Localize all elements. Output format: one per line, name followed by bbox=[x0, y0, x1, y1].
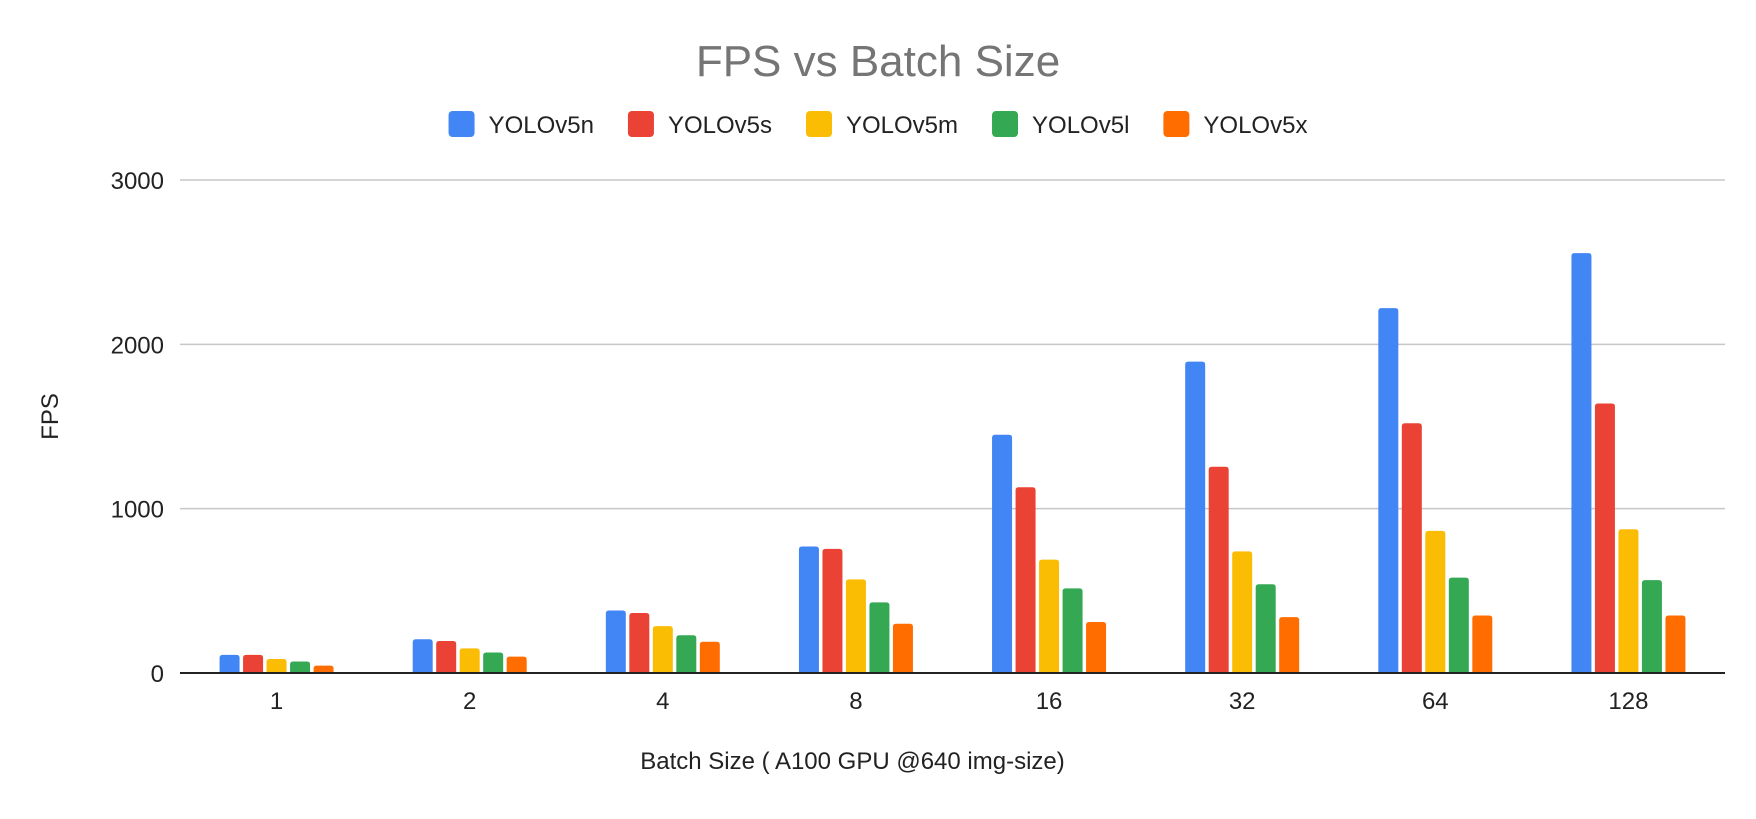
bars bbox=[219, 253, 1686, 673]
x-tick-label: 32 bbox=[1229, 688, 1256, 715]
bar-yolov5l-4 bbox=[676, 635, 697, 673]
x-tick-label: 16 bbox=[1036, 688, 1063, 715]
bar-yolov5n-64 bbox=[1378, 308, 1399, 673]
y-tick-label: 1000 bbox=[111, 497, 164, 524]
legend-item-yolov5l: YOLOv5l bbox=[992, 111, 1129, 139]
y-tick-label: 0 bbox=[151, 661, 164, 688]
bar-yolov5x-2 bbox=[506, 656, 527, 673]
bar-yolov5l-16 bbox=[1062, 588, 1083, 673]
bar-yolov5n-4 bbox=[605, 610, 626, 673]
bar-yolov5l-32 bbox=[1255, 584, 1276, 673]
x-tick-label: 1 bbox=[270, 688, 283, 715]
legend-item-yolov5n: YOLOv5n bbox=[448, 111, 594, 139]
bar-yolov5s-2 bbox=[436, 640, 457, 673]
bar-yolov5l-1 bbox=[290, 661, 311, 673]
bar-yolov5n-2 bbox=[412, 639, 433, 673]
x-axis-title: Batch Size ( A100 GPU @640 img-size) bbox=[640, 748, 1065, 775]
bar-yolov5l-8 bbox=[869, 602, 890, 673]
x-tick-label: 64 bbox=[1422, 688, 1449, 715]
bar-yolov5m-2 bbox=[459, 648, 480, 673]
legend-item-yolov5m: YOLOv5m bbox=[805, 111, 958, 139]
bar-yolov5s-64 bbox=[1401, 423, 1422, 673]
gridlines bbox=[180, 179, 1725, 510]
bar-yolov5s-32 bbox=[1208, 466, 1229, 673]
legend-swatch bbox=[1163, 111, 1190, 137]
legend-swatch bbox=[448, 111, 475, 137]
x-axis-ticks: 1 2 4 8 16 32 64 128 bbox=[270, 688, 1649, 715]
bar-yolov5l-2 bbox=[483, 652, 504, 673]
y-tick-label: 3000 bbox=[111, 168, 164, 195]
bar-yolov5x-1 bbox=[313, 665, 334, 673]
bar-yolov5m-128 bbox=[1618, 529, 1639, 673]
legend-item-yolov5x: YOLOv5x bbox=[1163, 111, 1307, 139]
bar-yolov5n-16 bbox=[992, 434, 1013, 673]
bar-yolov5m-64 bbox=[1425, 530, 1446, 673]
legend-swatch bbox=[805, 111, 832, 137]
bar-yolov5m-32 bbox=[1232, 551, 1253, 673]
bar-yolov5m-8 bbox=[845, 579, 866, 673]
bar-yolov5x-8 bbox=[892, 623, 913, 673]
bar-yolov5x-128 bbox=[1665, 615, 1686, 673]
legend-label: YOLOv5x bbox=[1203, 112, 1307, 139]
bar-yolov5l-64 bbox=[1448, 577, 1469, 673]
x-tick-label: 4 bbox=[656, 688, 669, 715]
bar-yolov5n-8 bbox=[798, 546, 819, 673]
bar-yolov5x-64 bbox=[1472, 615, 1493, 673]
bar-yolov5n-32 bbox=[1185, 361, 1206, 673]
bar-yolov5x-16 bbox=[1086, 622, 1107, 673]
bar-yolov5s-16 bbox=[1015, 487, 1036, 673]
legend-swatch bbox=[992, 111, 1019, 137]
bar-yolov5s-1 bbox=[243, 654, 264, 673]
bar-yolov5s-4 bbox=[629, 613, 650, 673]
bar-yolov5m-16 bbox=[1039, 559, 1060, 673]
legend-label: YOLOv5n bbox=[489, 112, 594, 139]
chart-title: FPS vs Batch Size bbox=[696, 37, 1060, 86]
bar-yolov5l-128 bbox=[1641, 580, 1662, 673]
legend-label: YOLOv5m bbox=[846, 112, 958, 139]
bar-yolov5m-4 bbox=[652, 626, 673, 673]
legend-swatch bbox=[627, 111, 654, 137]
bar-yolov5s-128 bbox=[1594, 403, 1615, 673]
bar-yolov5x-4 bbox=[699, 641, 720, 673]
legend-item-yolov5s: YOLOv5s bbox=[627, 111, 772, 139]
y-axis-ticks: 0 1000 2000 3000 bbox=[111, 168, 164, 688]
y-axis-title: FPS bbox=[37, 393, 64, 440]
bar-yolov5x-32 bbox=[1279, 617, 1300, 673]
bar-yolov5n-1 bbox=[219, 654, 240, 673]
legend: YOLOv5n YOLOv5s YOLOv5m YOLOv5l YOLOv5x bbox=[448, 111, 1307, 139]
legend-label: YOLOv5l bbox=[1032, 112, 1129, 139]
x-tick-label: 8 bbox=[849, 688, 862, 715]
y-tick-label: 2000 bbox=[111, 332, 164, 359]
x-tick-label: 2 bbox=[463, 688, 476, 715]
x-tick-label: 128 bbox=[1608, 688, 1648, 715]
legend-label: YOLOv5s bbox=[668, 112, 772, 139]
bar-yolov5n-128 bbox=[1571, 253, 1592, 673]
bar-yolov5m-1 bbox=[266, 659, 287, 673]
bar-yolov5s-8 bbox=[822, 548, 843, 673]
